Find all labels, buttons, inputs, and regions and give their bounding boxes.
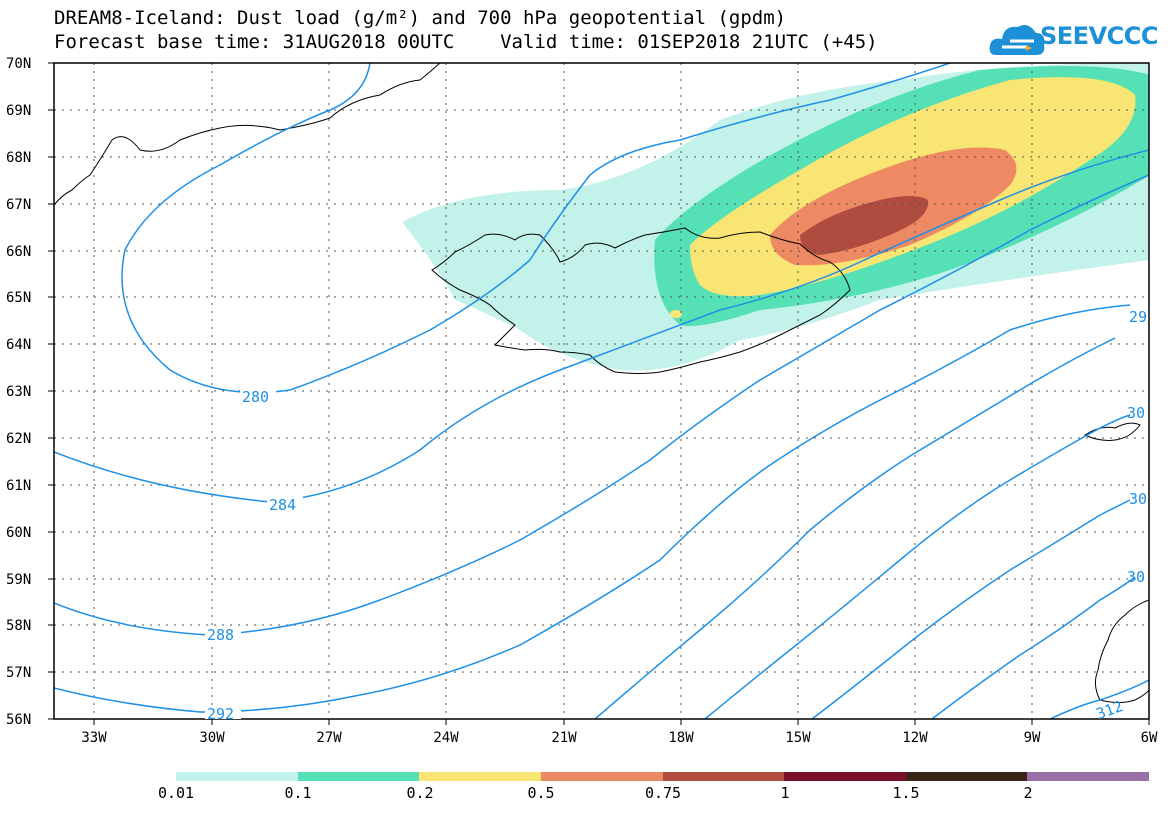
map-title: DREAM8-Iceland: Dust load (g/m²) and 700… [54,7,787,29]
colorbar [176,772,1149,781]
colorbar-swatch [419,772,541,781]
lon-label: 18W [668,730,694,746]
contour-label-288: 288 [207,626,234,644]
lat-label: 68N [6,150,31,166]
lat-label: 66N [6,244,31,260]
colorbar-swatch [297,772,420,781]
lat-label: 59N [6,572,31,588]
grid-lines [54,63,1149,719]
map-subtitle: Forecast base time: 31AUG2018 00UTC Vali… [54,31,878,53]
lat-label: 62N [6,431,31,447]
lat-label: 58N [6,618,31,634]
colorbar-swatch [662,772,785,781]
lat-label: 64N [6,337,31,353]
colorbar-label: 0.1 [284,784,312,802]
contour-label-30b: 30 [1129,490,1147,508]
lat-label: 63N [6,384,31,400]
colorbar-label: 1.5 [892,784,920,802]
lon-label: 30W [199,730,225,746]
coastline-iceland [431,227,851,374]
lat-label: 61N [6,478,31,494]
lon-label: 33W [81,730,107,746]
lon-label: 9W [1024,730,1041,746]
coastline-faroe [1083,422,1141,441]
contour-labels: 280 284 288 292 29 30 30 30 312 [205,308,1147,723]
lat-label: 56N [6,712,31,728]
colorbar-swatch [540,772,663,781]
contour-label-30c: 30 [1127,568,1145,586]
colorbar-label: 0.5 [527,784,555,802]
colorbar-label: 0.01 [157,784,195,802]
axis-ticks [48,62,1150,725]
logo-text: SEEVCCC [1040,22,1159,50]
colorbar-label: 2 [1023,784,1033,802]
coastline-greenland [54,63,441,206]
colorbar-label: 0.2 [406,784,434,802]
lat-label: 69N [6,103,31,119]
dust-field-075 [800,196,929,255]
contour-label-30a: 30 [1127,404,1145,422]
longitude-labels: 33W 30W 27W 24W 21W 18W 15W 12W 9W 6W [81,730,1158,746]
lon-label: 6W [1141,730,1158,746]
lon-label: 27W [316,730,342,746]
colorbar-swatch [905,772,1028,781]
lon-label: 21W [551,730,577,746]
lon-label: 12W [902,730,928,746]
colorbar-label: 1 [780,784,790,802]
lat-label: 67N [6,197,31,213]
lon-label: 15W [785,730,811,746]
lon-label: 24W [433,730,459,746]
colorbar-swatch [1027,772,1149,781]
coastline-scotland [1094,599,1149,703]
lat-label: 60N [6,525,31,541]
contour-label-29: 29 [1129,308,1147,326]
cloud-logo-icon [989,25,1045,55]
contour-label-292: 292 [207,705,234,723]
colorbar-label: 0.75 [644,784,682,802]
lat-label: 70N [6,56,31,72]
colorbar-swatch [176,772,298,781]
lat-label: 65N [6,290,31,306]
colorbar-swatch [784,772,906,781]
lat-label: 57N [6,665,31,681]
latitude-labels: 70N 69N 68N 67N 66N 65N 64N 63N 62N 61N … [6,56,31,728]
contour-label-284: 284 [269,496,296,514]
contour-label-280: 280 [242,388,269,406]
